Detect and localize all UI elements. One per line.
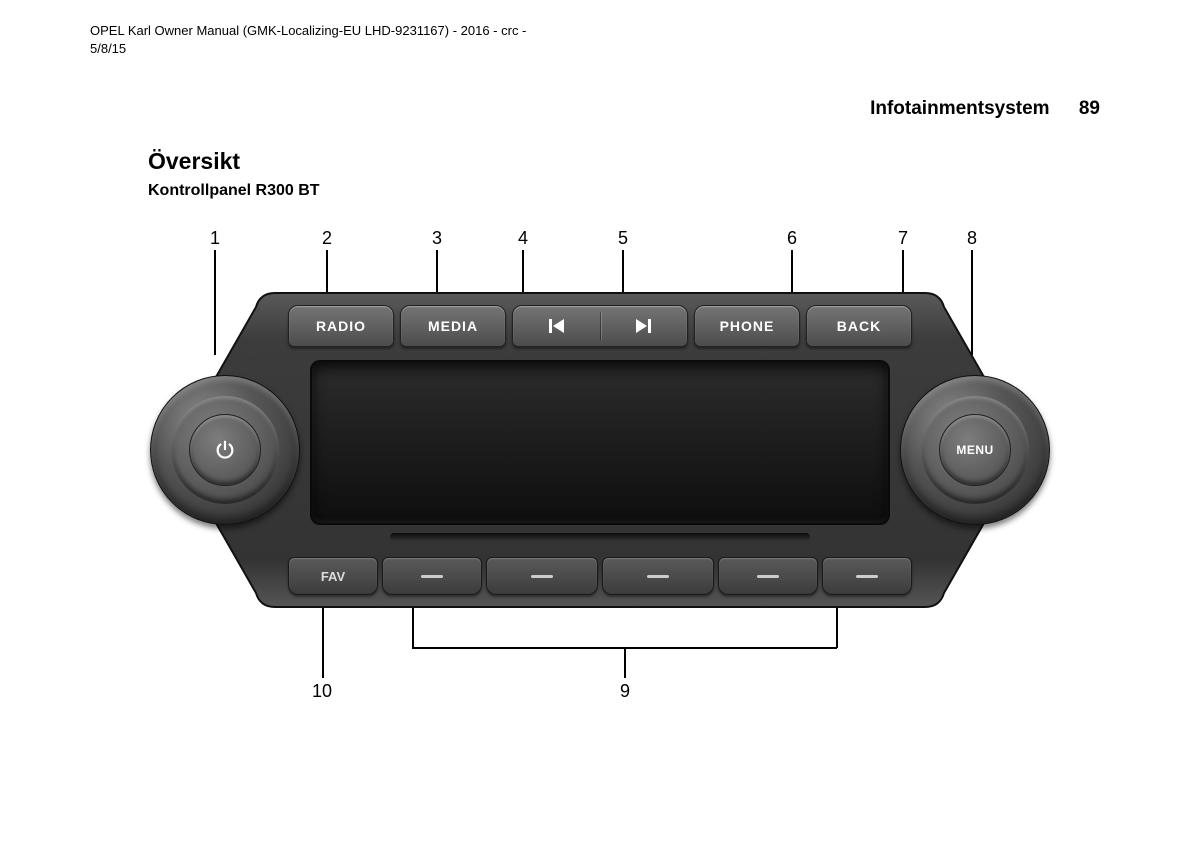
skip-next-button[interactable] — [601, 306, 688, 346]
callout-6: 6 — [787, 228, 797, 249]
dash-icon — [531, 575, 553, 578]
back-label: BACK — [837, 318, 881, 334]
preset-3-button[interactable] — [602, 557, 714, 595]
dash-icon — [421, 575, 443, 578]
doc-header: OPEL Karl Owner Manual (GMK-Localizing-E… — [90, 22, 526, 57]
callout-1: 1 — [210, 228, 220, 249]
menu-label: MENU — [956, 443, 993, 457]
callout-3: 3 — [432, 228, 442, 249]
callout-10: 10 — [312, 681, 332, 702]
preset-5-button[interactable] — [822, 557, 912, 595]
fav-button[interactable]: FAV — [288, 557, 378, 595]
skip-next-icon — [636, 319, 651, 333]
media-button[interactable]: MEDIA — [400, 305, 506, 347]
callout-2: 2 — [322, 228, 332, 249]
back-button[interactable]: BACK — [806, 305, 912, 347]
panel-subtitle: Kontrollpanel R300 BT — [148, 182, 320, 200]
fav-label: FAV — [321, 569, 345, 584]
cd-slot — [390, 533, 810, 541]
radio-button[interactable]: RADIO — [288, 305, 394, 347]
callout-7: 7 — [898, 228, 908, 249]
page-header: Infotainmentsystem 89 — [870, 98, 1100, 120]
power-icon — [214, 439, 236, 461]
leader-9v — [624, 647, 626, 678]
callout-4: 4 — [518, 228, 528, 249]
phone-label: PHONE — [720, 318, 775, 334]
dash-icon — [856, 575, 878, 578]
page-title: Översikt — [148, 148, 240, 175]
callout-9: 9 — [620, 681, 630, 702]
phone-button[interactable]: PHONE — [694, 305, 800, 347]
doc-header-line2: 5/8/15 — [90, 41, 126, 56]
callout-5: 5 — [618, 228, 628, 249]
display-screen — [310, 360, 890, 525]
dash-icon — [647, 575, 669, 578]
skip-buttons[interactable] — [512, 305, 688, 347]
section-heading: Infotainmentsystem — [870, 98, 1049, 119]
skip-prev-button[interactable] — [513, 306, 600, 346]
dash-icon — [757, 575, 779, 578]
preset-1-button[interactable] — [382, 557, 482, 595]
skip-prev-icon — [549, 319, 564, 333]
menu-knob[interactable]: MENU — [900, 375, 1050, 525]
doc-header-line1: OPEL Karl Owner Manual (GMK-Localizing-E… — [90, 23, 526, 38]
control-panel: RADIO MEDIA PHONE BACK FAV — [190, 285, 1010, 615]
page-number: 89 — [1079, 98, 1100, 119]
callout-8: 8 — [967, 228, 977, 249]
preset-4-button[interactable] — [718, 557, 818, 595]
media-label: MEDIA — [428, 318, 478, 334]
preset-2-button[interactable] — [486, 557, 598, 595]
power-volume-knob[interactable] — [150, 375, 300, 525]
radio-label: RADIO — [316, 318, 366, 334]
